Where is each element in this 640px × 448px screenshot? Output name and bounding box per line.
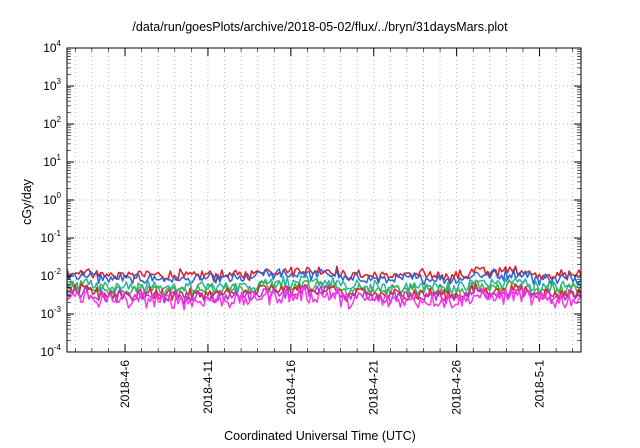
x-tick-label: 2018-5-1 [533,360,547,408]
series-line-2 [66,268,582,286]
chart-title: /data/run/goesPlots/archive/2018-05-02/f… [132,20,508,34]
grid [67,48,581,352]
axis-ticks: 10-4 10-3 10-2 10-1 100 101 102 103 104 2018-4-6 2… [41,39,581,415]
series-group [66,265,582,311]
x-tick-label: 2018-4-26 [450,360,464,415]
y-tick-label: 101 [43,153,61,169]
series-line-3 [66,275,582,294]
y-tick-label: 102 [43,115,61,131]
series-line-7 [66,286,582,311]
x-tick-label: 2018-4-11 [201,360,215,414]
x-tick-label: 2018-4-16 [284,360,298,415]
y-tick-label: 103 [43,77,61,93]
series-line-1 [66,265,582,283]
y-tick-label: 10-2 [41,267,62,283]
x-tick-label: 2018-4-21 [367,360,381,415]
x-tick-label: 2018-4-6 [118,360,132,408]
x-axis-label: Coordinated Universal Time (UTC) [224,429,416,443]
y-tick-label: 10-3 [41,305,62,321]
y-tick-label: 104 [43,39,61,55]
y-tick-label: 10-1 [41,229,62,245]
y-tick-label: 10-4 [41,343,62,359]
y-tick-label: 100 [43,191,61,207]
